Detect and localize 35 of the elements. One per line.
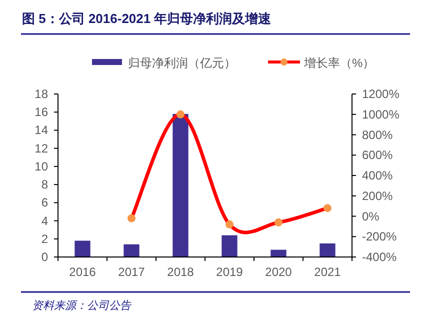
y2-tick-label: 200% xyxy=(362,188,394,203)
y-tick-label: 2 xyxy=(41,232,48,246)
legend-label: 增长率（%） xyxy=(303,56,375,70)
x-tick-label: 2020 xyxy=(265,265,292,279)
y-tick-label: 8 xyxy=(41,178,48,192)
legend-label: 归母净利润（亿元） xyxy=(128,56,236,70)
y2-tick-label: 1000% xyxy=(362,107,400,122)
y-tick-label: 12 xyxy=(34,141,48,156)
y-tick-label: 6 xyxy=(41,196,48,210)
x-tick-label: 2018 xyxy=(167,265,194,279)
text: 资料来源：公司公告 xyxy=(32,299,132,312)
y-tick-label: 18 xyxy=(34,87,48,101)
chart-title: 图 5：公司 2016-2021 年归母净利润及增速 xyxy=(22,11,272,26)
y-tick-label: 10 xyxy=(34,159,48,174)
y2-tick-label: -400% xyxy=(362,250,398,264)
bar xyxy=(172,114,188,257)
y2-tick-label: 1200% xyxy=(362,87,400,101)
x-tick-label: 2019 xyxy=(216,265,244,279)
bar xyxy=(270,250,286,257)
y-tick-label: 16 xyxy=(34,105,48,120)
x-tick-label: 2016 xyxy=(69,265,96,279)
bar xyxy=(222,235,238,257)
bar xyxy=(320,243,336,257)
y2-tick-label: 800% xyxy=(362,128,394,142)
bar xyxy=(74,240,90,257)
y-tick-label: 4 xyxy=(41,214,48,228)
y2-tick-label: -200% xyxy=(362,230,398,244)
y2-tick-label: 400% xyxy=(362,168,394,182)
y-tick-label: 14 xyxy=(34,123,48,138)
y-tick-label: 0 xyxy=(41,250,48,264)
x-tick-label: 2021 xyxy=(314,265,342,279)
y2-tick-label: 0% xyxy=(362,209,380,224)
bar xyxy=(124,244,140,257)
y2-tick-label: 600% xyxy=(362,148,394,162)
x-tick-label: 2017 xyxy=(118,265,146,279)
